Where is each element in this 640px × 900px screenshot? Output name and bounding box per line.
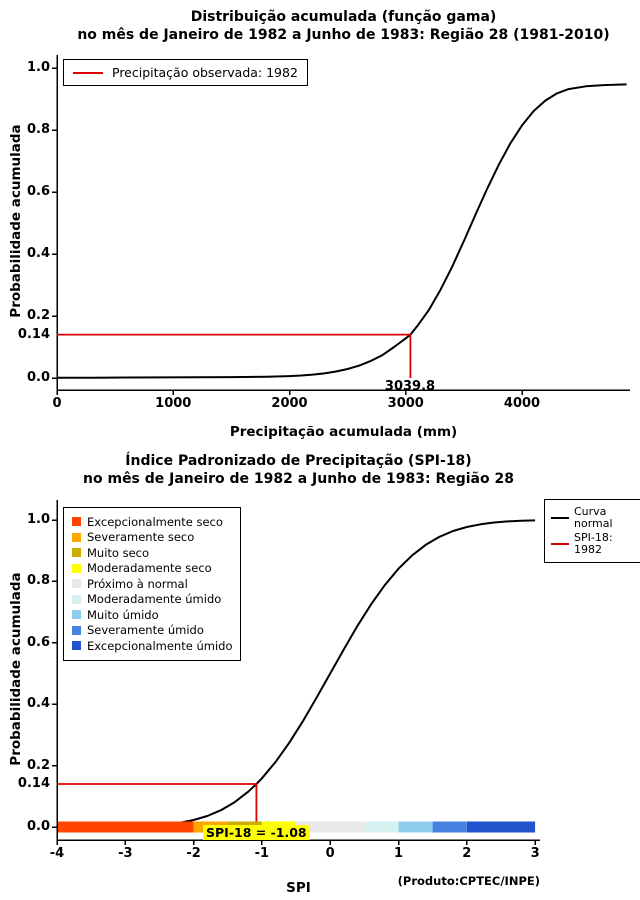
spi-category-label: Muito úmido <box>87 607 159 622</box>
x-tick-label: 3 <box>530 846 540 861</box>
spi-category-row: Severamente seco <box>72 530 232 546</box>
y-tick-label: 1.0 <box>26 512 50 527</box>
spi-chart-title: Índice Padronizado de Precipitação (SPI-… <box>57 452 540 488</box>
gamma-y-axis-label: Probabilidade acumulada <box>8 124 24 318</box>
spi-category-swatch <box>72 548 81 558</box>
y-tick-label: 0.0 <box>26 819 50 834</box>
spi-curve-legend: Curva normal SPI-18: 1982 <box>544 499 640 563</box>
spi-category-legend: Excepcionalmente seco Severamente seco Mui… <box>63 507 242 661</box>
spi-1982-line-sample <box>551 543 569 545</box>
gamma-x-axis-label: Precipitação acumulada (mm) <box>229 424 458 440</box>
observed-precip-line-sample <box>73 71 103 74</box>
spi-category-label: Muito seco <box>87 545 150 560</box>
spi-category-label: Próximo à normal <box>87 576 188 591</box>
x-tick-label: 4000 <box>503 396 541 411</box>
y-tick-label: 0.8 <box>26 122 50 137</box>
spi-value-annotation: SPI-18 = -1.08 <box>203 825 310 840</box>
spi-category-label: Severamente seco <box>87 530 195 545</box>
y-tick-label: 0.4 <box>26 246 50 261</box>
gamma-plot <box>52 55 630 395</box>
gamma-cdf-curve <box>57 83 627 379</box>
x-tick-label: 0 <box>52 396 62 411</box>
spi-category-row: Severamente úmido <box>72 623 232 639</box>
gamma-chart-title: Distribuição acumulada (função gama) no … <box>57 8 630 44</box>
spi-colorbar-segment <box>57 821 194 833</box>
y-tick-label: 0.6 <box>26 184 50 199</box>
spi-probability-annotation: 0.14 <box>17 776 50 791</box>
x-tick-label: 2 <box>462 846 472 861</box>
spi-colorbar-segment <box>398 821 433 833</box>
spi-category-swatch <box>72 563 81 573</box>
x-tick-label: 2000 <box>271 396 308 411</box>
spi-category-legend-rows: Excepcionalmente seco Severamente seco Mui… <box>72 514 232 654</box>
spi-category-swatch <box>72 594 81 604</box>
gamma-probability-annotation: 0.14 <box>17 327 50 342</box>
spi-category-row: Próximo à normal <box>72 576 232 592</box>
gamma-chart-legend: Precipitação observada: 1982 <box>63 59 308 86</box>
spi-category-label: Excepcionalmente úmido <box>87 638 233 653</box>
y-tick-label: 1.0 <box>26 60 50 75</box>
gamma-precip-annotation: 3039.8 <box>384 379 436 394</box>
observed-precip-line-label: Precipitação observada: 1982 <box>112 65 298 80</box>
y-tick-label: 0.4 <box>26 696 50 712</box>
x-tick-label: 1000 <box>155 396 192 411</box>
spi-y-axis-label: Probabilidade acumulada <box>8 572 24 766</box>
spi-observed-annotation-line <box>57 783 258 822</box>
x-tick-label: 3000 <box>387 396 424 411</box>
spi-category-label: Moderadamente seco <box>87 561 212 576</box>
spi-category-row: Muito úmido <box>72 607 232 623</box>
y-tick-label: 0.2 <box>26 757 50 773</box>
spi-category-row: Excepcionalmente seco <box>72 514 232 530</box>
spi-category-row: Muito seco <box>72 545 232 561</box>
normal-curve-line-sample <box>551 517 569 519</box>
spi-category-row: Excepcionalmente úmido <box>72 638 232 654</box>
spi-category-label: Excepcionalmente seco <box>87 514 223 529</box>
spi-1982-legend-row: SPI-18: 1982 <box>551 532 634 556</box>
y-tick-label: 0.6 <box>26 634 50 650</box>
gamma-chart-title-line2: no mês de Janeiro de 1982 a Junho de 198… <box>77 27 610 43</box>
spi-category-label: Severamente úmido <box>87 623 204 638</box>
gamma-observed-annotation-line <box>57 333 412 378</box>
spi-1982-label: SPI-18: 1982 <box>574 531 613 556</box>
x-tick-label: -2 <box>186 846 201 861</box>
spi-category-swatch <box>72 641 81 651</box>
y-tick-label: 0.2 <box>26 308 50 323</box>
spi-category-swatch <box>72 517 81 527</box>
x-tick-label: 1 <box>393 846 404 861</box>
spi-colorbar-segment <box>296 821 365 833</box>
normal-curve-legend-row: Curva normal <box>551 506 634 530</box>
y-tick-label: 0.8 <box>26 573 50 589</box>
spi-category-row: Moderadamente seco <box>72 561 232 577</box>
spi-category-swatch <box>72 532 81 542</box>
product-credit: (Produto:CPTEC/INPE) <box>397 874 540 888</box>
spi-chart-title-line2: no mês de Janeiro de 1982 a Junho de 198… <box>83 471 514 487</box>
x-tick-label: -4 <box>49 846 65 861</box>
spi-category-swatch <box>72 610 81 620</box>
x-tick-label: 0 <box>325 846 335 861</box>
spi-x-axis-label: SPI <box>286 880 311 896</box>
x-tick-label: -1 <box>254 846 270 861</box>
spi-colorbar-segment <box>432 821 467 833</box>
spi-colorbar-segment <box>466 821 536 833</box>
y-tick-label: 0.0 <box>26 370 50 385</box>
gamma-chart-title-line1: Distribuição acumulada (função gama) <box>190 9 497 25</box>
spi-category-row: Moderadamente úmido <box>72 592 232 608</box>
x-tick-label: -3 <box>118 846 133 861</box>
spi-category-swatch <box>72 625 81 635</box>
spi-category-swatch <box>72 579 81 589</box>
spi-category-label: Moderadamente úmido <box>87 592 222 607</box>
spi-chart-title-line1: Índice Padronizado de Precipitação (SPI-… <box>125 453 472 469</box>
normal-curve-label: Curva normal <box>574 505 613 530</box>
spi-colorbar-segment <box>364 821 399 833</box>
